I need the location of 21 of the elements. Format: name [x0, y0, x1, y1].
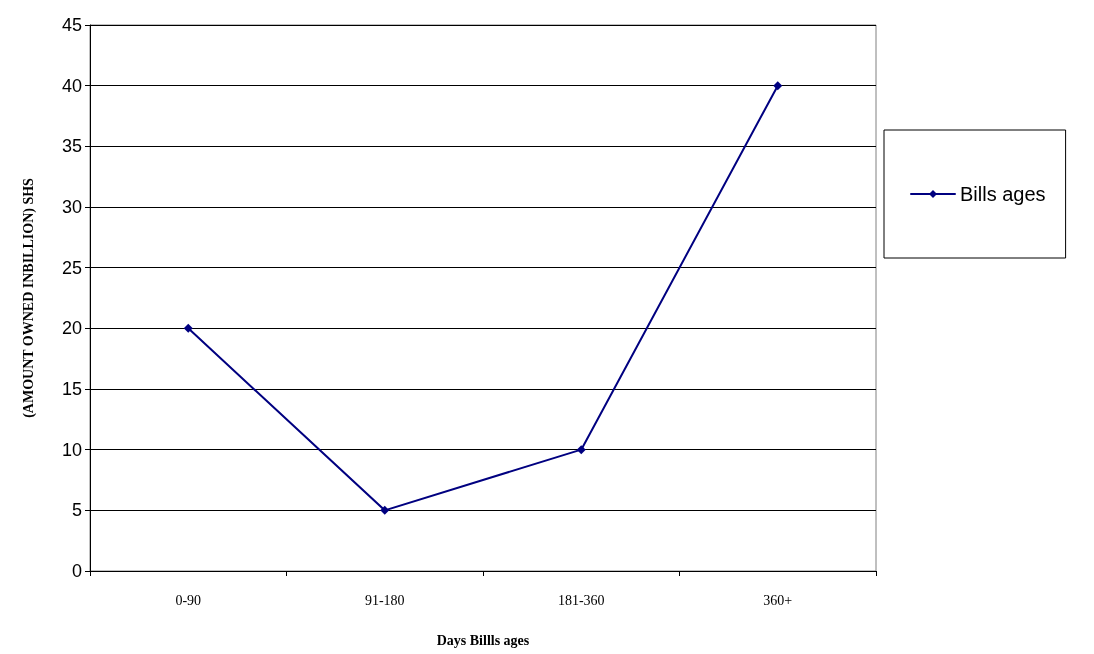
point — [380, 505, 390, 515]
x-tick-label: 360+ — [763, 592, 793, 608]
point — [576, 445, 586, 455]
y-tick-label: 25 — [61, 257, 82, 278]
y-tick-label: 15 — [61, 379, 82, 399]
y-tick-label: 10 — [61, 439, 82, 460]
y-tick-label: 45 — [61, 15, 82, 35]
x-tick-label: 91-180 — [364, 592, 405, 608]
x-axis-title: Days Billls ages — [436, 632, 530, 648]
x-tick-label: 181-360 — [557, 592, 605, 608]
y-tick-label: 20 — [61, 318, 82, 339]
x-tick-label: 0-90 — [175, 592, 202, 608]
y-tick-label: 40 — [61, 75, 82, 96]
y-tick-label: 35 — [61, 136, 82, 157]
legend-label: Bills ages — [960, 183, 1046, 205]
y-axis-title: (AMOUNT OWNED INBILLION) SHS — [20, 177, 37, 418]
y-tick-label: 30 — [61, 197, 82, 217]
y-tick-label: 0 — [71, 561, 82, 581]
y-tick-label: 5 — [71, 500, 82, 521]
point — [773, 81, 783, 91]
point — [183, 323, 193, 333]
